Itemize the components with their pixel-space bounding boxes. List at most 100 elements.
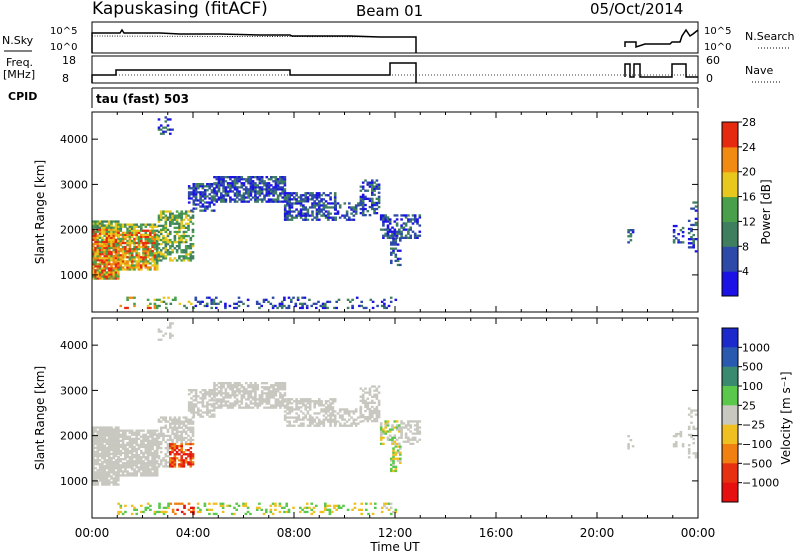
power-echo-cell xyxy=(133,256,136,259)
power-echo-cell xyxy=(402,214,406,217)
velocity-echo-cell xyxy=(260,394,264,397)
velocity-echo-cell xyxy=(114,438,118,441)
power-echo-cell xyxy=(103,244,106,248)
velocity-echo-cell xyxy=(304,398,307,401)
power-echo-cell xyxy=(151,264,154,267)
velocity-echo-cell xyxy=(175,440,179,444)
power-echo-cell xyxy=(217,178,221,181)
power-echo-cell xyxy=(114,261,118,264)
power-echo-cell xyxy=(144,235,148,239)
velocity-echo-cell xyxy=(146,462,150,465)
velocity-echo-cell xyxy=(164,455,168,458)
velocity-echo-cell xyxy=(101,438,104,441)
power-echo-cell xyxy=(354,208,358,211)
power-echo-cell xyxy=(327,218,330,221)
velocity-echo-cell xyxy=(402,426,406,429)
power-echo-cell xyxy=(276,194,280,197)
power-echo-cell xyxy=(222,176,225,179)
velocity-echo-cell xyxy=(144,439,148,442)
power-echo-cell xyxy=(283,304,286,308)
power-echo-cell xyxy=(96,255,100,258)
power-echo-cell xyxy=(191,234,195,238)
power-echo-cell xyxy=(322,212,326,215)
power-echo-cell xyxy=(162,228,165,231)
velocity-echo-cell xyxy=(201,415,205,418)
velocity-echo-cell xyxy=(119,435,123,438)
power-echo-cell xyxy=(133,296,136,299)
velocity-echo-cell xyxy=(692,442,695,445)
power-echo-cell xyxy=(215,178,219,181)
power-echo-cell xyxy=(162,255,165,258)
power-echo-cell xyxy=(182,212,186,215)
velocity-echo-cell xyxy=(382,432,385,435)
power-echo-cell xyxy=(107,224,111,227)
power-echo-cell xyxy=(311,204,314,207)
power-echo-cell xyxy=(171,249,174,252)
velocity-echo-cell xyxy=(196,502,200,505)
velocity-echo-cell xyxy=(171,432,174,435)
power-echo-cell xyxy=(137,252,141,255)
power-echo-cell xyxy=(94,234,97,237)
power-echo-cell xyxy=(690,207,693,210)
power-echo-cell xyxy=(126,227,129,230)
velocity-echo-cell xyxy=(140,510,143,514)
power-echo-cell xyxy=(283,182,287,185)
power-echo-cell xyxy=(149,233,152,236)
power-echo-cell xyxy=(231,184,234,187)
power-echo-cell xyxy=(263,184,266,187)
power-echo-cell xyxy=(304,200,307,203)
power-echo-cell xyxy=(368,183,372,186)
velocity-echo-cell xyxy=(155,435,159,438)
power-echo-cell xyxy=(321,306,325,310)
velocity-echo-cell xyxy=(96,456,100,460)
power-echo-cell xyxy=(121,262,125,265)
power-y-tick-label: 1000 xyxy=(60,269,88,282)
power-echo-cell xyxy=(103,269,106,272)
power-echo-cell xyxy=(153,304,157,308)
power-echo-cell xyxy=(98,267,102,270)
power-echo-cell xyxy=(346,298,350,301)
power-echo-cell xyxy=(258,190,262,193)
power-echo-cell xyxy=(354,204,358,207)
power-echo-cell xyxy=(105,253,109,256)
velocity-echo-cell xyxy=(208,502,211,505)
velocity-echo-cell xyxy=(169,332,172,335)
velocity-echo-cell xyxy=(694,427,698,430)
power-echo-cell xyxy=(274,178,278,181)
velocity-echo-cell xyxy=(144,435,148,438)
velocity-echo-cell xyxy=(283,382,287,385)
power-echo-cell xyxy=(237,296,241,299)
velocity-echo-cell xyxy=(279,386,282,389)
power-echo-cell xyxy=(270,176,273,179)
power-echo-cell xyxy=(110,238,113,241)
power-echo-cell xyxy=(178,241,181,244)
power-echo-cell xyxy=(149,302,152,305)
velocity-echo-cell xyxy=(101,467,104,470)
velocity-echo-cell xyxy=(233,382,237,385)
power-echo-cell xyxy=(382,234,385,237)
velocity-echo-cell xyxy=(416,428,419,431)
power-echo-cell xyxy=(215,192,219,195)
power-echo-cell xyxy=(114,220,118,223)
power-echo-cell xyxy=(286,196,289,199)
velocity-echo-cell xyxy=(178,453,181,456)
power-echo-cell xyxy=(299,212,303,215)
power-echo-cell xyxy=(180,224,183,227)
velocity-echo-cell xyxy=(213,390,216,393)
power-echo-cell xyxy=(155,248,159,251)
velocity-echo-cell xyxy=(153,472,157,475)
power-echo-cell xyxy=(337,298,341,301)
velocity-echo-cell xyxy=(627,435,630,438)
power-echo-cell xyxy=(206,201,209,204)
power-echo-cell xyxy=(159,132,163,135)
power-echo-cell xyxy=(128,233,132,236)
velocity-echo-cell xyxy=(238,388,241,391)
power-echo-cell xyxy=(197,187,200,190)
power-echo-cell xyxy=(128,231,132,234)
power-echo-cell xyxy=(413,218,417,221)
velocity-echo-cell xyxy=(267,402,271,405)
velocity-echo-cell xyxy=(375,416,379,419)
power-echo-cell xyxy=(184,249,188,252)
power-echo-cell xyxy=(142,260,145,263)
velocity-echo-cell xyxy=(229,406,232,409)
